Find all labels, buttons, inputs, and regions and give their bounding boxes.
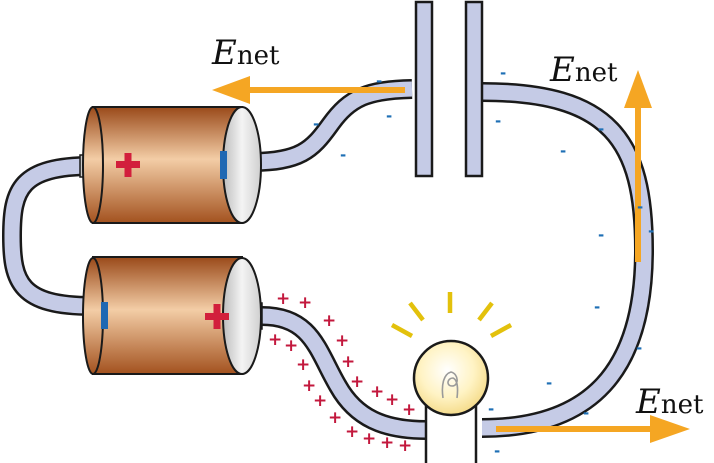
battery-top [79, 106, 262, 224]
negative-charge: - [560, 142, 566, 160]
negative-charge: - [488, 400, 494, 418]
positive-charge: + [370, 382, 384, 402]
capacitor [414, 0, 484, 178]
arrow-up-icon [624, 70, 652, 262]
e-net-label-bottom: Enet [635, 382, 704, 422]
positive-charge: + [350, 372, 364, 392]
minus-icon [220, 151, 227, 179]
positive-charge: + [313, 391, 327, 411]
positive-charge: + [328, 408, 342, 428]
positive-charge: + [362, 429, 376, 449]
positive-charge: + [385, 390, 399, 410]
negative-charge: - [636, 339, 642, 357]
negative-charge: - [583, 404, 589, 422]
positive-charge: + [380, 433, 394, 453]
bulb-filament [441, 371, 459, 399]
negative-charge: - [340, 146, 346, 164]
negative-charge: - [598, 226, 604, 244]
wire-to-bulb [261, 306, 427, 440]
wire-to-left-plate [249, 79, 413, 172]
negative-charges: - - - - - - - - - - - - - - - - - [313, 64, 654, 460]
plus-icon [116, 153, 140, 177]
e-net-label-right: Enet [549, 50, 618, 90]
positive-charge: + [398, 436, 412, 456]
positive-charge: + [345, 422, 359, 442]
arrow-right-icon [496, 415, 690, 443]
capacitor-right-plate [464, 0, 484, 178]
positive-charge: + [322, 311, 336, 331]
positive-charge: + [276, 289, 290, 309]
capacitor-left-plate [414, 0, 434, 178]
positive-charge: + [335, 331, 349, 351]
wire-battery-link [1, 156, 93, 316]
positive-charge: + [284, 336, 298, 356]
positive-charge: + [341, 352, 355, 372]
positive-charges: + + + + + + + + + + + + + + + + + + + [268, 289, 416, 456]
negative-charge: - [376, 72, 382, 90]
negative-charge: - [546, 374, 552, 392]
light-rays [390, 292, 513, 338]
minus-icon [101, 302, 108, 329]
negative-charge: - [598, 120, 604, 138]
negative-charge: - [494, 442, 500, 460]
light-bulb [390, 292, 513, 463]
field-arrows [212, 70, 690, 443]
negative-charge: - [648, 222, 654, 240]
positive-charge: + [402, 400, 416, 420]
e-net-label-top: Enet [211, 33, 280, 73]
negative-charge: - [386, 107, 392, 125]
negative-charge: - [637, 198, 643, 216]
positive-charge: + [268, 330, 282, 350]
positive-charge: + [302, 376, 316, 396]
negative-charge: - [500, 64, 506, 82]
battery-bottom [82, 256, 263, 375]
arrow-left-icon [212, 76, 405, 104]
negative-charge: - [594, 298, 600, 316]
wire-right-loop [481, 82, 655, 438]
negative-charge: - [495, 112, 501, 130]
positive-charge: + [296, 355, 310, 375]
negative-charge: - [313, 115, 319, 133]
wires [1, 79, 655, 440]
positive-charge: + [298, 293, 312, 313]
plus-icon [205, 304, 229, 329]
